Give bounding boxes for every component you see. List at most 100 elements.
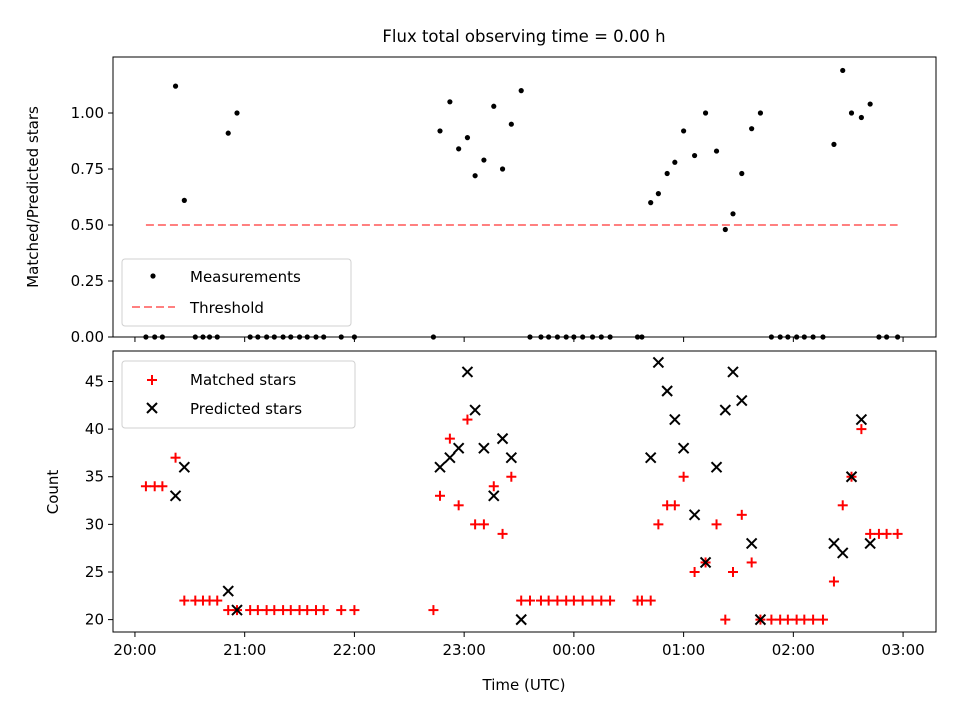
predicted-star-marker xyxy=(864,537,876,550)
bottom-xtick-label: 23:00 xyxy=(443,641,486,659)
matched-star-marker xyxy=(179,595,190,606)
matched-star-marker xyxy=(170,452,181,463)
bottom-xtick-label: 02:00 xyxy=(772,641,815,659)
matched-star-marker xyxy=(653,519,664,530)
matched-star-marker xyxy=(428,605,439,616)
predicted-star-marker-b xyxy=(231,604,243,616)
bottom-ytick-label: 30 xyxy=(85,515,104,533)
measurement-point xyxy=(681,128,687,134)
measurement-point xyxy=(499,166,506,172)
predicted-star-marker-b xyxy=(736,394,748,407)
measurement-point xyxy=(225,130,231,136)
bottom-legend: Matched stars Predicted stars xyxy=(121,360,356,429)
predicted-star-marker-b xyxy=(652,356,665,369)
predicted-star-marker-b xyxy=(515,613,527,626)
predicted-star-marker xyxy=(478,442,490,454)
measurement-point xyxy=(831,141,837,147)
matched-star-marker xyxy=(497,528,508,539)
measurement-point xyxy=(456,146,462,152)
matched-star-marker xyxy=(453,500,464,511)
predicted-star-marker xyxy=(845,471,858,483)
top-panel-ylabel: Matched/Predicted stars xyxy=(24,106,42,288)
matched-star-marker xyxy=(577,595,588,606)
predicted-star-marker xyxy=(461,366,474,378)
legend-threshold-label: Threshold xyxy=(189,299,264,317)
top-legend-box xyxy=(121,258,352,327)
bottom-ytick-label: 40 xyxy=(85,420,104,438)
matched-star-marker xyxy=(856,424,867,435)
matched-star-marker xyxy=(435,490,446,501)
matched-star-marker xyxy=(470,519,481,530)
bottom-xtick-label: 20:00 xyxy=(113,641,156,659)
measurement-point xyxy=(713,148,720,154)
matched-star-marker xyxy=(808,614,819,625)
predicted-star-marker xyxy=(488,490,500,502)
predicted-star-marker-b xyxy=(845,471,858,483)
measurement-point xyxy=(739,170,745,177)
matched-star-marker xyxy=(799,614,810,625)
bottom-ytick-label: 25 xyxy=(85,563,104,581)
bottom-ytick-label: 45 xyxy=(85,372,104,390)
predicted-star-marker xyxy=(699,556,712,569)
predicted-star-marker-b xyxy=(710,461,723,473)
matched-star-marker xyxy=(302,605,313,616)
matched-star-marker xyxy=(837,500,848,511)
predicted-star-marker-b xyxy=(661,385,673,397)
predicted-star-marker xyxy=(496,432,509,445)
predicted-star-marker xyxy=(677,442,690,454)
matched-star-marker xyxy=(720,614,731,625)
predicted-star-marker xyxy=(754,613,767,626)
matched-star-marker xyxy=(678,471,689,482)
predicted-star-marker xyxy=(736,394,748,407)
top-ytick-label: 0.75 xyxy=(71,160,104,178)
matched-star-marker xyxy=(524,595,535,606)
predicted-star-marker-b xyxy=(478,442,490,454)
matched-star-marker xyxy=(285,605,296,616)
predicted-star-marker-b xyxy=(719,404,732,416)
measurement-point xyxy=(858,114,864,121)
measurement-point xyxy=(691,152,698,159)
bottom-xtick-label: 01:00 xyxy=(662,641,705,659)
predicted-star-marker xyxy=(469,404,481,416)
predicted-star-marker-b xyxy=(452,442,465,454)
predicted-star-marker xyxy=(669,413,681,426)
predicted-star-marker-b xyxy=(461,366,474,378)
matched-star-marker xyxy=(766,614,777,625)
predicted-star-marker xyxy=(688,509,701,521)
predicted-star-marker-b xyxy=(754,613,767,626)
matched-star-marker xyxy=(636,595,647,606)
top-ytick-label: 1.00 xyxy=(71,104,104,122)
matched-star-marker xyxy=(605,595,616,606)
matched-star-marker xyxy=(892,528,903,539)
measurement-point xyxy=(840,67,846,74)
predicted-star-marker-b xyxy=(644,451,657,464)
predicted-star-marker-b xyxy=(496,432,509,445)
measurement-point xyxy=(757,110,764,116)
predicted-star-marker-b xyxy=(855,413,868,426)
matched-star-marker xyxy=(746,557,757,568)
bottom-ytick-label: 35 xyxy=(85,468,104,486)
matched-star-marker xyxy=(516,595,527,606)
matched-star-marker xyxy=(587,595,598,606)
predicted-star-marker xyxy=(855,413,868,426)
predicted-star-marker xyxy=(710,461,723,473)
predicted-star-marker-b xyxy=(169,490,182,502)
bottom-panel-frame xyxy=(112,350,937,633)
predicted-star-marker xyxy=(644,451,657,464)
matched-star-marker xyxy=(689,566,700,577)
predicted-star-marker-b xyxy=(488,490,500,502)
matched-star-marker xyxy=(488,481,499,492)
predicted-star-marker-b xyxy=(699,556,712,569)
bottom-xtick-label: 21:00 xyxy=(223,641,266,659)
matched-star-marker xyxy=(140,481,151,492)
matched-star-marker xyxy=(223,605,234,616)
measurement-point xyxy=(749,126,755,132)
measurement-point xyxy=(508,121,514,127)
measurement-point xyxy=(664,170,670,177)
matched-star-marker xyxy=(318,605,329,616)
top-ytick-label: 0.50 xyxy=(71,216,104,234)
predicted-star-marker xyxy=(828,537,840,550)
legend-matched-marker xyxy=(147,375,157,385)
